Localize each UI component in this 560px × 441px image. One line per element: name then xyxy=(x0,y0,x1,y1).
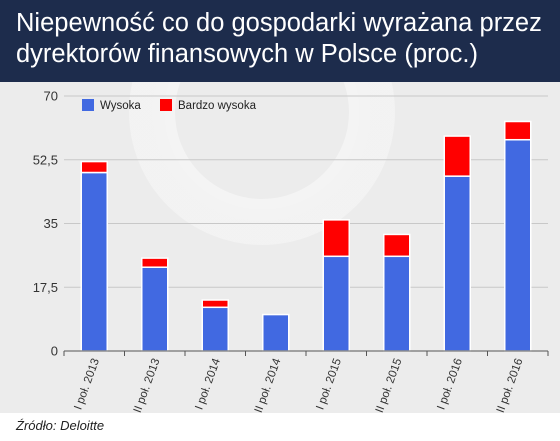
legend-label: Bardzo wysoka xyxy=(178,100,257,112)
x-tick-label: II poł. 2016 xyxy=(495,357,526,413)
bar-wysoka xyxy=(443,175,471,352)
bar-wysoka xyxy=(262,313,290,352)
bar-wysoka xyxy=(201,306,229,352)
chart-title: Niepewność co do gospodarki wyrażana prz… xyxy=(16,9,542,68)
x-tick-label: I poł. 2016 xyxy=(435,357,465,412)
bar-chart: 70 52,5 35 17,5 0 I poł. 2013 II poł. 2013 I po… xyxy=(33,82,549,413)
bar-bardzo-wysoka xyxy=(201,299,229,309)
bar-bardzo-wysoka xyxy=(504,120,532,141)
bar-bardzo-wysoka xyxy=(322,219,350,258)
bar-bardzo-wysoka xyxy=(141,257,169,268)
legend-swatch xyxy=(82,99,94,111)
bar-wysoka xyxy=(504,138,532,352)
x-tick-label: II poł. 2014 xyxy=(253,356,284,413)
chart-area: 70 52,5 35 17,5 0 I poł. 2013 II poł. 2013 I po… xyxy=(0,82,560,413)
bar-wysoka xyxy=(383,255,411,352)
x-tick-label: I poł. 2013 xyxy=(72,357,102,412)
y-tick-label: 0 xyxy=(51,344,58,359)
bar-bardzo-wysoka xyxy=(443,135,471,177)
bar-bardzo-wysoka xyxy=(80,160,108,174)
bar-wysoka xyxy=(80,171,108,352)
legend-label: Wysoka xyxy=(100,100,141,112)
y-tick-label: 52,5 xyxy=(33,152,58,167)
bar-bardzo-wysoka xyxy=(383,233,411,258)
bar-wysoka xyxy=(322,255,350,352)
x-tick-label: II poł. 2013 xyxy=(132,357,163,413)
legend-swatch xyxy=(160,99,172,111)
footer: Źródło: Deloitte xyxy=(0,413,560,441)
x-tick-label: II poł. 2015 xyxy=(374,357,405,413)
watermark-logo xyxy=(129,82,395,245)
y-tick-label: 17,5 xyxy=(33,280,58,295)
x-tick-label: I poł. 2014 xyxy=(193,356,223,411)
source-note: Źródło: Deloitte xyxy=(16,418,105,433)
x-tick-label: I poł. 2015 xyxy=(314,357,344,412)
y-tick-label: 70 xyxy=(44,89,58,104)
header-bar: Niepewność co do gospodarki wyrażana prz… xyxy=(0,0,560,82)
y-tick-label: 35 xyxy=(44,216,58,231)
bar-wysoka xyxy=(141,266,169,352)
